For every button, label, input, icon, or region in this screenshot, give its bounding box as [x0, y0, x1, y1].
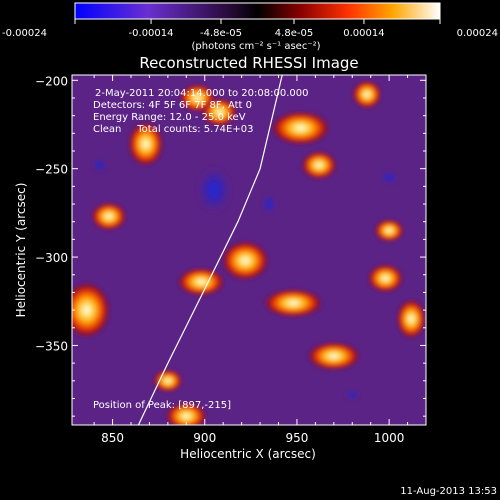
x-axis-label: Heliocentric X (arcsec) [180, 447, 316, 461]
plot-annotations: 2-May-2011 20:04:14.000 to 20:08:00.000 … [93, 88, 308, 411]
emission-source-10 [263, 288, 323, 318]
colorbar-gradient [74, 2, 441, 20]
negative-region-0 [195, 165, 233, 215]
x-axis: 850 900 950 1000 [93, 75, 409, 445]
x-tick-label-900: 900 [193, 431, 216, 445]
annotation-energy-range: Energy Range: 12.0 - 25.0 keV [93, 112, 246, 123]
colorbar-tick-label-3: 4.8e-05 [275, 28, 313, 39]
emission-source-7 [221, 240, 269, 281]
colorbar-tick-label-5: 0.00024 [457, 28, 498, 39]
emission-source-6 [91, 202, 127, 231]
emission-source-2 [128, 121, 164, 167]
y-tick-label--300: −300 [35, 251, 68, 265]
y-tick-label--250: −250 [35, 163, 68, 177]
colorbar-ticks [74, 19, 441, 24]
plot-frame [71, 74, 427, 426]
emission-sources [72, 80, 426, 425]
emission-source-3 [271, 111, 331, 145]
emission-source-8 [177, 267, 225, 296]
colorbar-tick-label-4: 0.00014 [343, 28, 384, 39]
emission-source-15 [153, 369, 183, 393]
chart-title: Reconstructed RHESSI Image [139, 54, 358, 72]
annotation-clean-counts: Clean Total counts: 5.74E+03 [93, 124, 253, 135]
y-axis: −200 −250 −300 −350 [35, 74, 426, 417]
emission-source-12 [396, 299, 426, 339]
colorbar-unit-label: (photons cm⁻² s⁻¹ asec⁻²) [191, 41, 320, 52]
x-tick-label-850: 850 [101, 431, 124, 445]
annotation-time-range: 2-May-2011 20:04:14.000 to 20:08:00.000 [95, 88, 308, 99]
emission-source-9 [72, 281, 111, 339]
colorbar-tick-labels: -0.00024 -0.00014 -4.8e-05 4.8e-05 0.00014 0.… [2, 28, 498, 39]
plot-area [72, 75, 426, 425]
solar-limb-line [137, 75, 283, 425]
y-tick-label--200: −200 [35, 74, 68, 88]
negative-regions [92, 158, 399, 401]
emission-source-5 [301, 151, 337, 180]
emission-source-11 [367, 264, 404, 293]
emission-source-1 [201, 97, 238, 127]
x-tick-label-950: 950 [285, 431, 308, 445]
x-tick-label-1000: 1000 [374, 431, 405, 445]
y-tick-label--350: −350 [35, 339, 68, 353]
annotation-detectors: Detectors: 4F 5F 6F 7F 8F, Att 0 [93, 100, 252, 111]
colorbar: -0.00024 -0.00014 -4.8e-05 4.8e-05 0.00014 0.… [2, 2, 498, 52]
emission-source-14 [165, 402, 207, 425]
negative-region-4 [261, 193, 277, 215]
colorbar-tick-label-1: -0.00014 [129, 28, 174, 39]
colorbar-tick-label-0: -0.00024 [2, 28, 47, 39]
emission-source-13 [307, 341, 361, 371]
negative-region-1 [379, 170, 399, 185]
y-axis-label: Heliocentric Y (arcsec) [14, 183, 28, 318]
negative-region-3 [92, 158, 108, 173]
colorbar-tick-label-2: -4.8e-05 [200, 28, 242, 39]
emission-source-4 [352, 80, 382, 109]
annotation-peak-position: Position of Peak: [897,-215] [93, 400, 231, 411]
negative-region-2 [344, 389, 360, 401]
emission-source-16 [374, 219, 404, 242]
footer-timestamp: 11-Aug-2013 13:53 [400, 486, 497, 497]
